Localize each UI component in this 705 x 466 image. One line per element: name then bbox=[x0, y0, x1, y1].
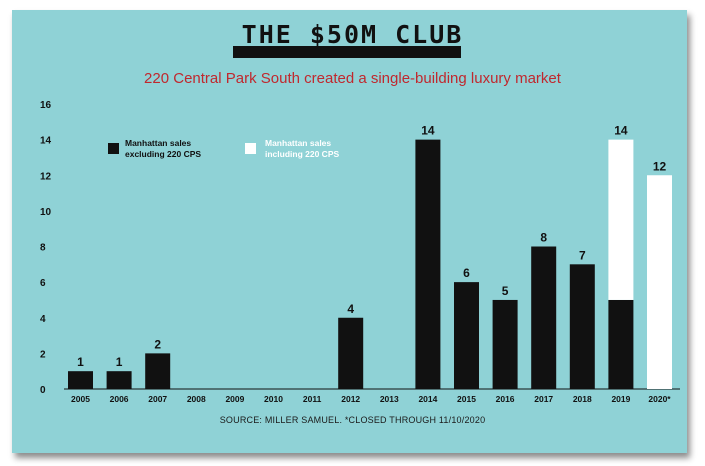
title-underline-bar bbox=[233, 46, 461, 58]
bar-excluding-220cps bbox=[68, 371, 93, 389]
bar-excluding-220cps bbox=[338, 317, 364, 389]
bar-excluding-220cps bbox=[106, 371, 132, 389]
x-tick-label: 2019 bbox=[611, 394, 630, 404]
x-tick-label: 2013 bbox=[380, 394, 399, 404]
bar-excluding-220cps bbox=[415, 139, 441, 389]
data-label: 4 bbox=[347, 302, 354, 316]
y-tick-label: 16 bbox=[40, 100, 52, 111]
x-tick-label: 2010 bbox=[264, 394, 283, 404]
legend-including-label-line2: including 220 CPS bbox=[265, 149, 339, 159]
bar-excluding-220cps bbox=[454, 282, 479, 389]
legend-excluding-swatch bbox=[108, 143, 119, 154]
bar-including-220cps bbox=[608, 139, 634, 300]
y-tick-label: 6 bbox=[40, 278, 46, 289]
source-note: SOURCE: MILLER SAMUEL. *CLOSED THROUGH 1… bbox=[219, 415, 486, 425]
data-label: 7 bbox=[579, 248, 586, 262]
y-tick-label: 10 bbox=[40, 207, 52, 218]
legend-excluding-label-line2: excluding 220 CPS bbox=[125, 149, 201, 159]
x-tick-label: 2008 bbox=[187, 394, 206, 404]
x-tick-label: 2005 bbox=[71, 394, 90, 404]
bar-excluding-220cps bbox=[569, 264, 595, 389]
y-tick-label: 12 bbox=[40, 171, 52, 182]
x-tick-label: 2017 bbox=[534, 394, 553, 404]
chart-subtitle: 220 Central Park South created a single-… bbox=[144, 70, 561, 87]
data-label: 14 bbox=[614, 124, 628, 138]
data-label: 2 bbox=[154, 337, 161, 351]
x-tick-label: 2009 bbox=[225, 394, 244, 404]
data-label: 1 bbox=[77, 355, 84, 369]
data-label: 5 bbox=[502, 284, 509, 298]
bar-excluding-220cps bbox=[492, 299, 518, 389]
y-tick-label: 2 bbox=[40, 349, 46, 360]
bar-including-220cps bbox=[647, 175, 672, 389]
y-tick-label: 4 bbox=[40, 314, 46, 325]
x-tick-label: 2016 bbox=[496, 394, 515, 404]
x-tick-label: 2020* bbox=[648, 394, 671, 404]
bar-excluding-220cps bbox=[608, 299, 634, 389]
y-tick-label: 14 bbox=[40, 136, 52, 147]
x-tick-label: 2018 bbox=[573, 394, 592, 404]
legend-excluding-label-line1: Manhattan sales bbox=[125, 138, 191, 148]
y-tick-label: 8 bbox=[40, 243, 46, 254]
x-tick-label: 2006 bbox=[110, 394, 129, 404]
data-label: 1 bbox=[116, 355, 123, 369]
legend-including-label-line1: Manhattan sales bbox=[265, 138, 331, 148]
bar-excluding-220cps bbox=[145, 353, 171, 389]
x-tick-label: 2015 bbox=[457, 394, 476, 404]
data-label: 12 bbox=[653, 159, 667, 173]
chart-title: THE $50M CLUB bbox=[241, 20, 464, 49]
legend-including-swatch bbox=[245, 143, 256, 154]
x-tick-label: 2014 bbox=[418, 394, 437, 404]
bar-excluding-220cps bbox=[531, 246, 557, 389]
x-tick-label: 2011 bbox=[303, 394, 322, 404]
data-label: 14 bbox=[421, 124, 435, 138]
x-tick-label: 2007 bbox=[148, 394, 167, 404]
y-tick-label: 0 bbox=[40, 385, 46, 396]
data-label: 6 bbox=[463, 266, 470, 280]
x-tick-label: 2012 bbox=[341, 394, 360, 404]
data-label: 8 bbox=[540, 231, 547, 245]
